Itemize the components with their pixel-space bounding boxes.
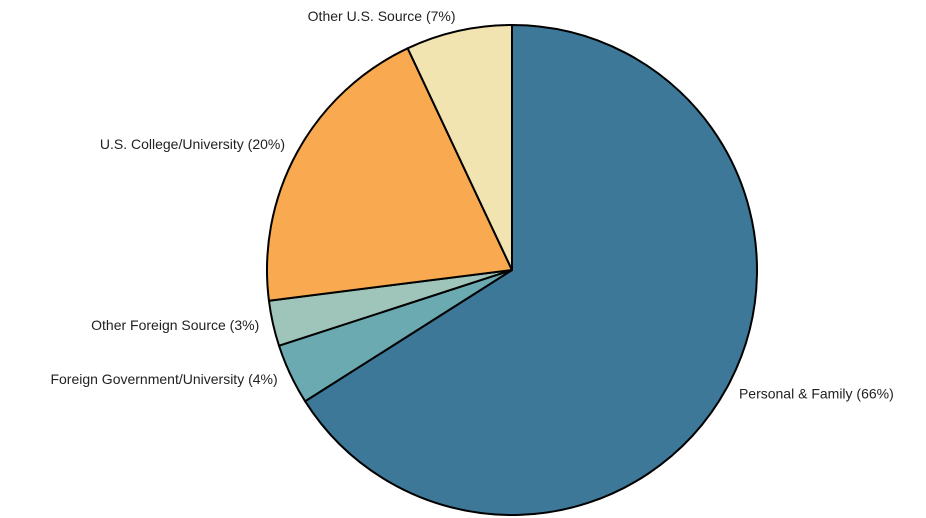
pie-slice: [406, 24, 513, 271]
pie-slice: [304, 24, 758, 516]
pie-slice: [266, 47, 513, 302]
slice-label: Other Foreign Source (3%): [91, 317, 259, 333]
slice-label: Foreign Government/University (4%): [50, 371, 277, 387]
slice-label: U.S. College/University (20%): [100, 136, 285, 152]
slice-label: Personal & Family (66%): [739, 385, 894, 401]
slice-label: Other U.S. Source (7%): [308, 8, 456, 24]
